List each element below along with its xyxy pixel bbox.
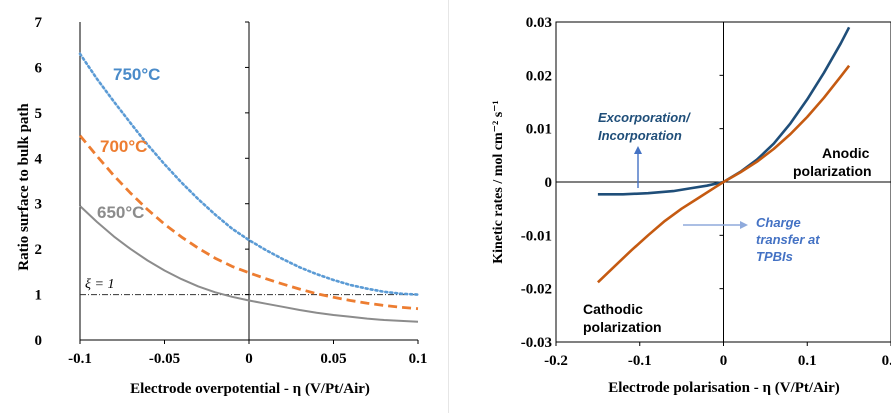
label-750c: 750°C bbox=[113, 65, 160, 84]
left-x-axis-label: Electrode overpotential - η (V/Pt/Air) bbox=[130, 381, 370, 397]
annotation-cathodic: Cathodic polarization bbox=[583, 301, 662, 335]
right-y-tick-label: -0.01 bbox=[521, 228, 552, 244]
right-chart-series bbox=[597, 26, 851, 284]
charge-transfer-arrow bbox=[683, 221, 748, 229]
annotation-charge-transfer-line-2: transfer at bbox=[756, 232, 820, 247]
left-series-line-750c bbox=[78, 52, 420, 296]
left-x-tick-label: -0.05 bbox=[149, 351, 180, 367]
label-650c: 650°C bbox=[97, 203, 144, 222]
right-y-tick-label: 0 bbox=[545, 175, 553, 191]
left-y-tick-label: 6 bbox=[35, 60, 43, 76]
left-y-tick-label: 7 bbox=[35, 15, 43, 31]
right-x-tick-label: 0.1 bbox=[798, 353, 817, 369]
left-x-tick-label: 0.05 bbox=[320, 351, 346, 367]
right-y-tick-label: -0.03 bbox=[521, 335, 552, 351]
right-x-tick-label: 0 bbox=[720, 353, 728, 369]
left-x-tick-label: 0.1 bbox=[409, 351, 428, 367]
annotation-cathodic-line-1: Cathodic bbox=[583, 301, 643, 317]
annotation-anodic-line-1: Anodic bbox=[822, 145, 870, 161]
annotation-charge-transfer-line-3: TPBIs bbox=[756, 249, 793, 264]
left-y-tick-label: 5 bbox=[35, 106, 43, 122]
right-y-tick-label: 0.03 bbox=[526, 15, 552, 31]
left-y-tick-label: 4 bbox=[35, 151, 43, 167]
right-chart-ticks: -0.03 -0.02 -0.01 0 0.01 0.02 0.03 -0.2 -0.1 0 0.1… bbox=[521, 15, 891, 369]
right-x-tick-label: 0.2 bbox=[882, 353, 891, 369]
label-700c: 700°C bbox=[100, 137, 147, 156]
annotation-excorporation-line-2: Incorporation bbox=[598, 128, 682, 143]
right-chart: -0.03 -0.02 -0.01 0 0.01 0.02 0.03 -0.2 -0.1 0 0.1… bbox=[491, 15, 891, 396]
annotation-excorporation-line-1: Excorporation/ bbox=[598, 110, 691, 125]
left-series-line-700c bbox=[78, 134, 419, 311]
right-series-line-2 bbox=[597, 64, 851, 284]
left-y-tick-label: 1 bbox=[35, 288, 43, 304]
right-y-tick-label: 0.01 bbox=[526, 122, 552, 138]
annotation-anodic: Anodic polarization bbox=[793, 145, 873, 179]
excorporation-arrow bbox=[634, 146, 642, 188]
left-series-line-650c bbox=[79, 205, 419, 323]
left-y-axis-label: Ratio surface to bulk path bbox=[16, 103, 32, 271]
right-x-tick-label: -0.2 bbox=[544, 353, 568, 369]
annotation-anodic-line-2: polarization bbox=[793, 163, 872, 179]
left-chart-series bbox=[78, 52, 420, 323]
panel-divider bbox=[448, 0, 449, 413]
right-y-tick-label: 0.02 bbox=[526, 68, 552, 84]
right-y-tick-label: -0.02 bbox=[521, 282, 552, 298]
right-y-axis-label: Kinetic rates / mol cm⁻² s⁻¹ bbox=[491, 100, 506, 264]
annotation-excorporation: Excorporation/ Incorporation bbox=[598, 110, 693, 143]
label-xi-equals-1: ξ = 1 bbox=[85, 277, 114, 292]
annotation-cathodic-line-2: polarization bbox=[583, 319, 662, 335]
left-y-tick-label: 0 bbox=[35, 333, 43, 349]
left-x-tick-label: -0.1 bbox=[68, 351, 92, 367]
right-x-tick-label: -0.1 bbox=[628, 353, 652, 369]
left-x-tick-label: 0 bbox=[245, 351, 253, 367]
annotation-charge-transfer-line-1: Charge bbox=[756, 215, 801, 230]
left-chart: 0 1 2 3 4 5 6 7 -0.1 -0.05 0 0.05 0.1 Electrode over… bbox=[16, 15, 427, 397]
left-chart-ticks: 0 1 2 3 4 5 6 7 -0.1 -0.05 0 0.05 0.1 bbox=[35, 15, 428, 367]
left-y-tick-label: 2 bbox=[35, 242, 43, 258]
left-y-tick-label: 3 bbox=[35, 197, 43, 213]
annotation-charge-transfer: Charge transfer at TPBIs bbox=[756, 215, 823, 264]
right-x-axis-label: Electrode polarisation - η (V/Pt/Air) bbox=[608, 380, 840, 396]
